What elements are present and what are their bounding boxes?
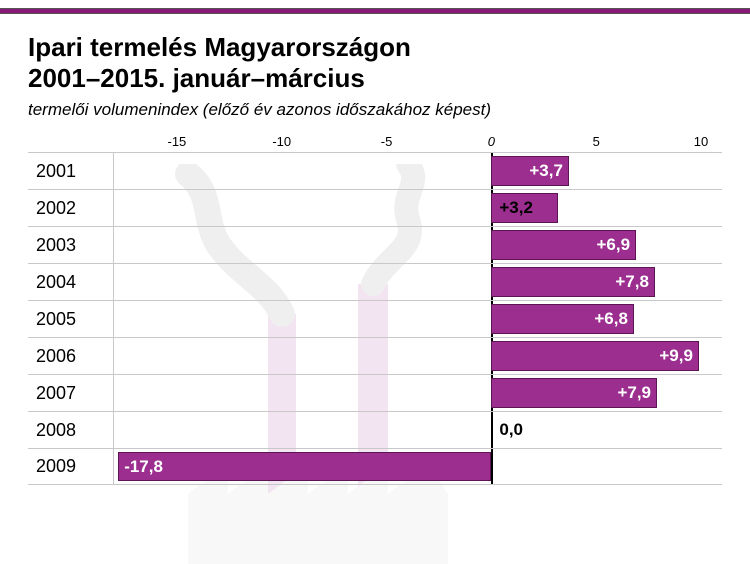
chart-row: 2005 +6,8 xyxy=(28,300,722,337)
chart-row: 2004 +7,8 xyxy=(28,263,722,300)
year-label: 2003 xyxy=(28,227,114,263)
bar-area: +9,9 xyxy=(114,338,722,374)
chart-row: 2006 +9,9 xyxy=(28,337,722,374)
bar-value-label: +7,9 xyxy=(617,383,651,403)
chart-row: 2008 0,0 xyxy=(28,411,722,448)
title-line-2: 2001–2015. január–március xyxy=(28,63,365,93)
year-label: 2002 xyxy=(28,190,114,226)
year-label: 2001 xyxy=(28,153,114,189)
bar-value-label: +3,7 xyxy=(529,161,563,181)
bar-value-label: 0,0 xyxy=(499,420,523,440)
zero-line xyxy=(491,412,493,448)
x-axis-labels: -15 -10 -5 0 5 10 xyxy=(114,134,722,152)
bar-area: +3,2 xyxy=(114,190,722,226)
chart-row: 2007 +7,9 xyxy=(28,374,722,411)
x-axis-tick: 0 xyxy=(488,134,495,149)
x-axis-tick: 10 xyxy=(694,134,708,149)
data-bar xyxy=(118,452,491,481)
bar-area: +7,8 xyxy=(114,264,722,300)
bar-area: 0,0 xyxy=(114,412,722,448)
chart-container: Ipari termelés Magyarországon 2001–2015.… xyxy=(0,14,750,485)
year-label: 2008 xyxy=(28,412,114,448)
zero-line xyxy=(491,449,493,484)
bar-area: +6,9 xyxy=(114,227,722,263)
bar-value-label: -17,8 xyxy=(124,457,163,477)
chart-title: Ipari termelés Magyarországon 2001–2015.… xyxy=(28,32,722,94)
chart-rows: 2001 +3,7 2002 +3,2 2003 +6,9 2004 +7,8 2005 +6,8… xyxy=(28,152,722,485)
year-label: 2004 xyxy=(28,264,114,300)
year-label: 2005 xyxy=(28,301,114,337)
bar-value-label: +9,9 xyxy=(659,346,693,366)
bar-value-label: +6,9 xyxy=(596,235,630,255)
x-axis-tick: -15 xyxy=(167,134,186,149)
chart-subtitle: termelői volumenindex (előző év azonos i… xyxy=(28,100,722,120)
bar-area: +6,8 xyxy=(114,301,722,337)
chart-row: 2001 +3,7 xyxy=(28,152,722,189)
chart-row: 2009 -17,8 xyxy=(28,448,722,485)
bar-value-label: +6,8 xyxy=(594,309,628,329)
x-axis-tick: -5 xyxy=(381,134,393,149)
bar-value-label: +7,8 xyxy=(615,272,649,292)
bar-area: +7,9 xyxy=(114,375,722,411)
chart-row: 2002 +3,2 xyxy=(28,189,722,226)
x-axis-tick: 5 xyxy=(593,134,600,149)
year-label: 2009 xyxy=(28,449,114,484)
chart-row: 2003 +6,9 xyxy=(28,226,722,263)
chart-area: -15-10-50510 2001+3,72002+3,22003+6,9200… xyxy=(28,134,722,485)
title-line-1: Ipari termelés Magyarországon xyxy=(28,32,411,62)
bar-area: -17,8 xyxy=(114,449,722,484)
year-label: 2006 xyxy=(28,338,114,374)
x-axis-tick: -10 xyxy=(272,134,291,149)
bar-value-label: +3,2 xyxy=(499,198,533,218)
year-label: 2007 xyxy=(28,375,114,411)
bar-area: +3,7 xyxy=(114,153,722,189)
